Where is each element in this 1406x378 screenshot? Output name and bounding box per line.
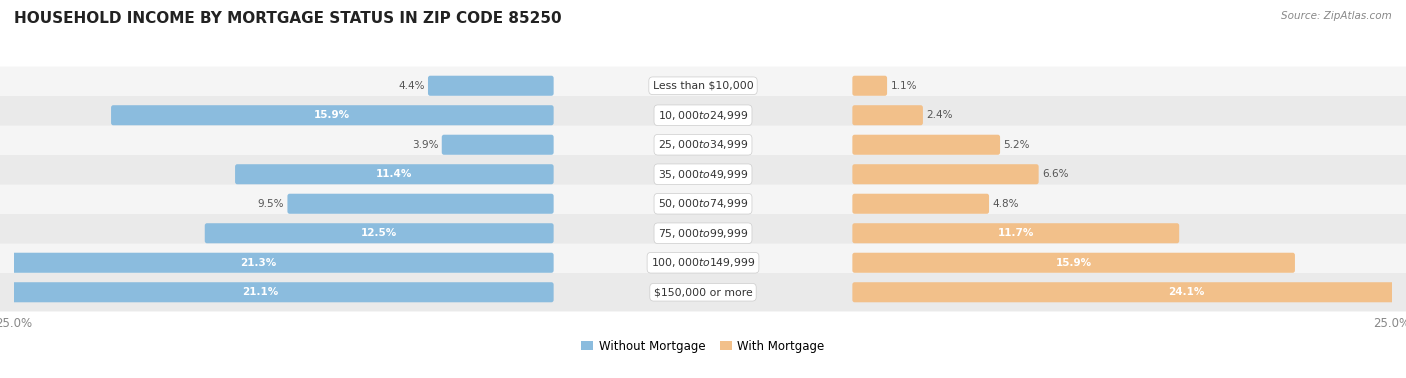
FancyBboxPatch shape <box>0 273 1406 311</box>
FancyBboxPatch shape <box>235 164 554 184</box>
Text: 3.9%: 3.9% <box>412 140 439 150</box>
Text: 2.4%: 2.4% <box>927 110 953 120</box>
FancyBboxPatch shape <box>0 282 554 302</box>
FancyBboxPatch shape <box>852 164 1039 184</box>
Text: HOUSEHOLD INCOME BY MORTGAGE STATUS IN ZIP CODE 85250: HOUSEHOLD INCOME BY MORTGAGE STATUS IN Z… <box>14 11 561 26</box>
FancyBboxPatch shape <box>111 105 554 125</box>
Text: $25,000 to $34,999: $25,000 to $34,999 <box>658 138 748 151</box>
FancyBboxPatch shape <box>0 155 1406 194</box>
FancyBboxPatch shape <box>441 135 554 155</box>
FancyBboxPatch shape <box>852 105 922 125</box>
Text: Less than $10,000: Less than $10,000 <box>652 81 754 91</box>
Text: 15.9%: 15.9% <box>315 110 350 120</box>
Text: 15.9%: 15.9% <box>1056 258 1091 268</box>
Text: 4.8%: 4.8% <box>993 199 1019 209</box>
Legend: Without Mortgage, With Mortgage: Without Mortgage, With Mortgage <box>576 335 830 357</box>
Text: 9.5%: 9.5% <box>257 199 284 209</box>
Text: 6.6%: 6.6% <box>1042 169 1069 179</box>
Text: $150,000 or more: $150,000 or more <box>654 287 752 297</box>
Text: $100,000 to $149,999: $100,000 to $149,999 <box>651 256 755 269</box>
FancyBboxPatch shape <box>287 194 554 214</box>
FancyBboxPatch shape <box>0 184 1406 223</box>
Text: 11.4%: 11.4% <box>377 169 412 179</box>
FancyBboxPatch shape <box>0 125 1406 164</box>
Text: 11.7%: 11.7% <box>998 228 1033 238</box>
FancyBboxPatch shape <box>0 96 1406 135</box>
Text: 21.3%: 21.3% <box>240 258 276 268</box>
FancyBboxPatch shape <box>0 67 1406 105</box>
FancyBboxPatch shape <box>852 135 1000 155</box>
Text: 4.4%: 4.4% <box>398 81 425 91</box>
FancyBboxPatch shape <box>205 223 554 243</box>
Text: 24.1%: 24.1% <box>1168 287 1205 297</box>
Text: Source: ZipAtlas.com: Source: ZipAtlas.com <box>1281 11 1392 21</box>
FancyBboxPatch shape <box>852 253 1295 273</box>
FancyBboxPatch shape <box>427 76 554 96</box>
Text: $10,000 to $24,999: $10,000 to $24,999 <box>658 109 748 122</box>
Text: 21.1%: 21.1% <box>243 287 278 297</box>
FancyBboxPatch shape <box>852 282 1406 302</box>
FancyBboxPatch shape <box>0 214 1406 253</box>
Text: 5.2%: 5.2% <box>1004 140 1029 150</box>
Text: 1.1%: 1.1% <box>890 81 917 91</box>
Text: 12.5%: 12.5% <box>361 228 398 238</box>
FancyBboxPatch shape <box>852 223 1180 243</box>
Text: $75,000 to $99,999: $75,000 to $99,999 <box>658 227 748 240</box>
FancyBboxPatch shape <box>852 76 887 96</box>
FancyBboxPatch shape <box>852 194 988 214</box>
FancyBboxPatch shape <box>0 253 554 273</box>
Text: $50,000 to $74,999: $50,000 to $74,999 <box>658 197 748 210</box>
Text: $35,000 to $49,999: $35,000 to $49,999 <box>658 168 748 181</box>
FancyBboxPatch shape <box>0 243 1406 282</box>
